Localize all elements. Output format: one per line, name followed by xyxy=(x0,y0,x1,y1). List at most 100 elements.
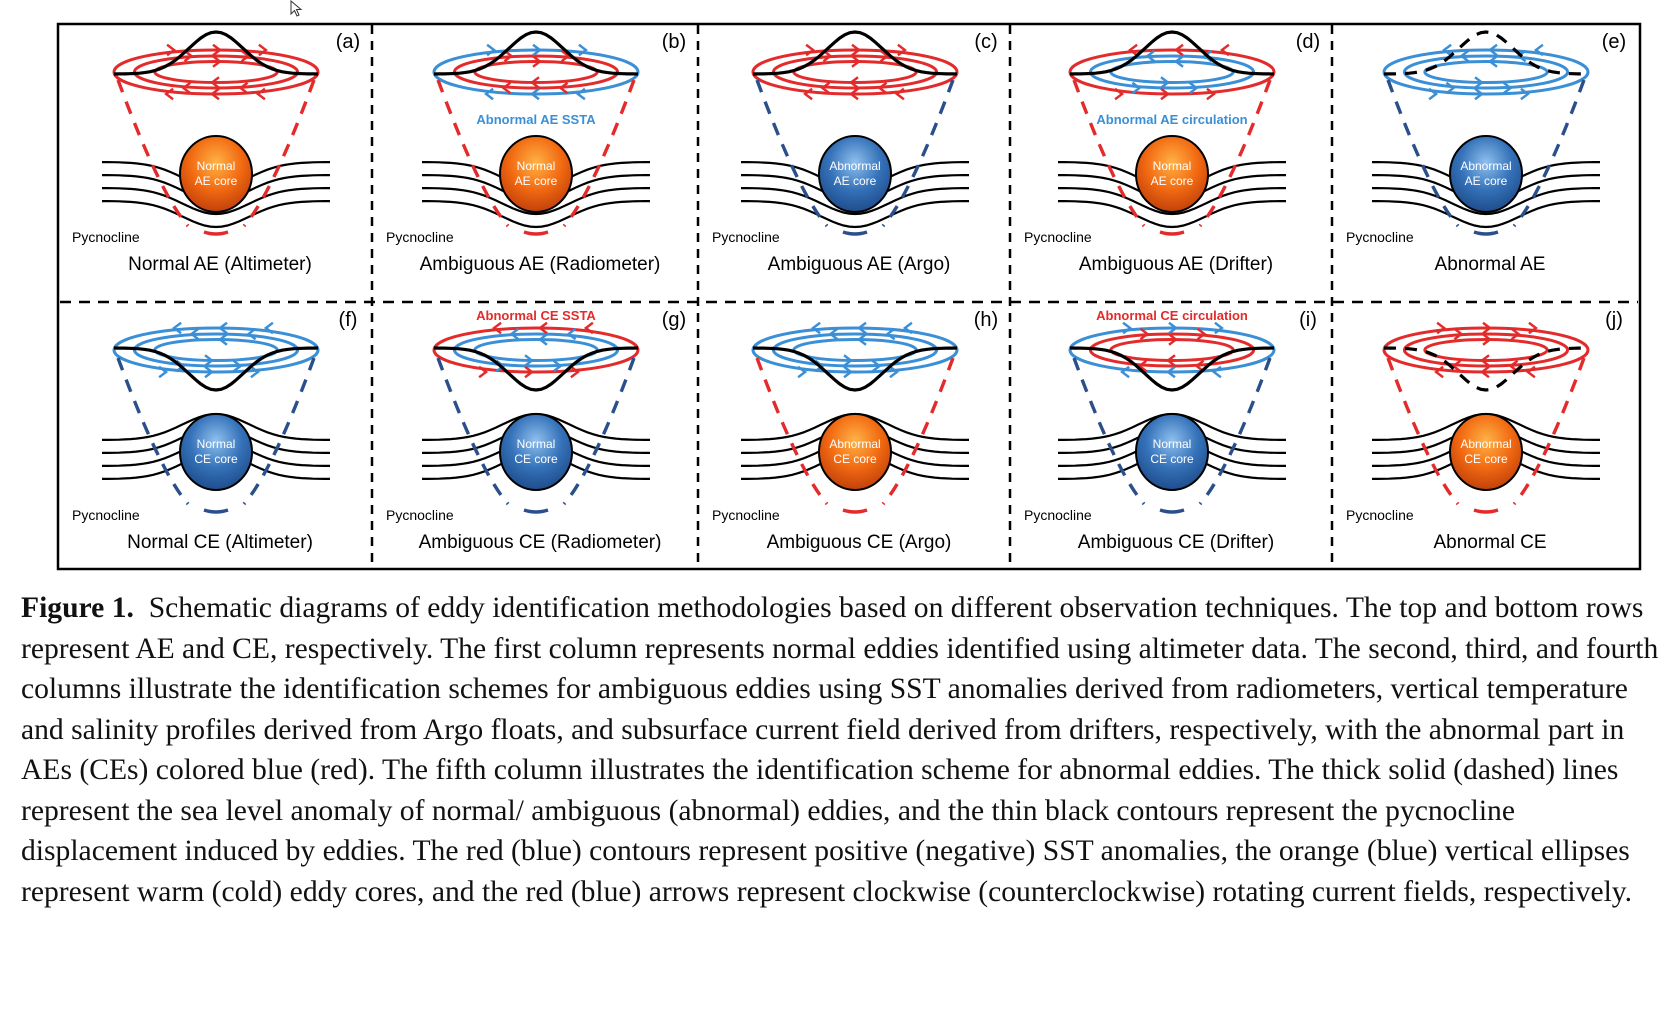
current-arrow-icon xyxy=(1166,354,1176,367)
cold-eddy-core xyxy=(818,135,892,213)
core-label: Normal xyxy=(197,159,236,173)
panel-letter: (g) xyxy=(662,309,686,331)
eddy-boundary-dashed xyxy=(562,79,636,228)
current-contour xyxy=(153,338,279,362)
current-arrow-icon xyxy=(797,365,808,379)
core-label: Abnormal xyxy=(829,437,880,451)
current-arrow-icon xyxy=(1459,49,1470,63)
panel-letter: (j) xyxy=(1605,309,1623,331)
ssta-contour xyxy=(1068,326,1276,374)
current-arrow-icon xyxy=(478,365,489,379)
current-arrow-icon xyxy=(1131,81,1142,95)
pycnocline-label: Pycnocline xyxy=(712,507,780,523)
core-label: AE core xyxy=(1151,174,1194,188)
current-arrow-icon xyxy=(204,365,214,379)
panel-title: Ambiguous AE (Radiometer) xyxy=(420,254,661,275)
current-arrow-icon xyxy=(1436,321,1447,335)
current-arrow-icon xyxy=(1482,321,1492,335)
sea-level-anomaly-curve xyxy=(113,30,319,76)
current-arrow-icon xyxy=(879,49,890,63)
current-arrow-icon xyxy=(495,359,506,373)
core-label: AE core xyxy=(515,174,558,188)
current-arrow-icon xyxy=(1188,81,1199,95)
panel-title: Abnormal AE xyxy=(1435,254,1546,275)
panel-letter: (i) xyxy=(1299,309,1317,331)
current-arrow-icon xyxy=(532,43,542,57)
eddy-boundary-dashed xyxy=(1473,508,1499,514)
ssta-contour xyxy=(1068,48,1276,96)
pycnocline-label: Pycnocline xyxy=(1346,229,1414,245)
pycnocline-label: Pycnocline xyxy=(712,229,780,245)
sea-level-anomaly-curve xyxy=(433,30,639,76)
current-arrow-icon xyxy=(1214,321,1224,335)
current-arrow-icon xyxy=(1122,321,1133,335)
ssta-contour xyxy=(432,326,640,374)
current-arrow-icon xyxy=(1166,365,1176,379)
sea-level-anomaly-curve xyxy=(752,346,958,392)
pycnocline-contour xyxy=(102,187,330,216)
current-contour xyxy=(1423,60,1549,84)
eddy-boundary-dashed xyxy=(242,357,316,506)
ssta-contour xyxy=(1382,48,1590,96)
current-arrow-icon xyxy=(501,81,512,95)
current-arrow-icon xyxy=(218,333,228,346)
current-arrow-icon xyxy=(811,321,821,335)
eddy-boundary-dashed xyxy=(1198,357,1272,506)
current-arrow-icon xyxy=(857,321,867,335)
eddy-boundary-dashed xyxy=(116,357,190,506)
current-arrow-icon xyxy=(172,321,182,335)
warm-eddy-core xyxy=(1135,135,1209,213)
current-arrow-icon xyxy=(212,43,222,57)
current-arrow-icon xyxy=(575,87,586,101)
abnormal-annotation: Abnormal CE circulation xyxy=(1096,308,1248,323)
sea-level-anomaly-curve xyxy=(1383,30,1589,76)
pycnocline-contour xyxy=(1058,187,1286,216)
warm-eddy-core xyxy=(818,413,892,491)
current-arrow-icon xyxy=(849,76,859,89)
core-label: Abnormal xyxy=(1460,159,1511,173)
current-arrow-icon xyxy=(1128,43,1138,57)
current-arrow-icon xyxy=(570,365,580,379)
current-arrow-icon xyxy=(843,365,853,379)
eddy-boundary-dashed xyxy=(1072,79,1146,228)
current-arrow-icon xyxy=(189,327,200,341)
core-label: Normal xyxy=(517,437,556,451)
current-arrow-icon xyxy=(175,359,186,373)
panel-letter: (f) xyxy=(339,309,358,331)
eddy-boundary-dashed xyxy=(523,230,549,236)
current-arrow-icon xyxy=(1434,365,1444,379)
pycnocline-label: Pycnocline xyxy=(1346,507,1414,523)
current-arrow-icon xyxy=(1528,321,1538,335)
eddy-boundary-dashed xyxy=(755,79,829,228)
eddy-boundary-dashed xyxy=(436,357,510,506)
current-arrow-icon xyxy=(530,76,540,89)
pycnocline-label: Pycnocline xyxy=(386,229,454,245)
current-arrow-icon xyxy=(1428,87,1439,101)
current-arrow-icon xyxy=(210,87,220,101)
current-arrow-icon xyxy=(1480,365,1490,379)
current-arrow-icon xyxy=(250,365,260,379)
current-arrow-icon xyxy=(1488,55,1498,68)
cold-eddy-core xyxy=(179,413,253,491)
current-arrow-icon xyxy=(851,43,861,57)
core-label: AE core xyxy=(195,174,238,188)
current-arrow-icon xyxy=(857,333,867,346)
current-arrow-icon xyxy=(484,87,494,101)
current-arrow-icon xyxy=(524,354,534,367)
current-arrow-icon xyxy=(1160,76,1170,89)
current-arrow-icon xyxy=(246,327,257,341)
current-arrow-icon xyxy=(894,87,905,101)
pycnocline-label: Pycnocline xyxy=(72,229,140,245)
current-arrow-icon xyxy=(1174,43,1184,57)
current-contour xyxy=(1109,60,1235,84)
current-arrow-icon xyxy=(566,327,577,341)
current-arrow-icon xyxy=(1202,49,1213,63)
current-arrow-icon xyxy=(509,327,520,341)
current-arrow-icon xyxy=(240,49,251,63)
current-arrow-icon xyxy=(558,81,569,95)
current-arrow-icon xyxy=(814,359,825,373)
current-arrow-icon xyxy=(1145,49,1156,63)
eddy-boundary-dashed xyxy=(1473,230,1499,236)
